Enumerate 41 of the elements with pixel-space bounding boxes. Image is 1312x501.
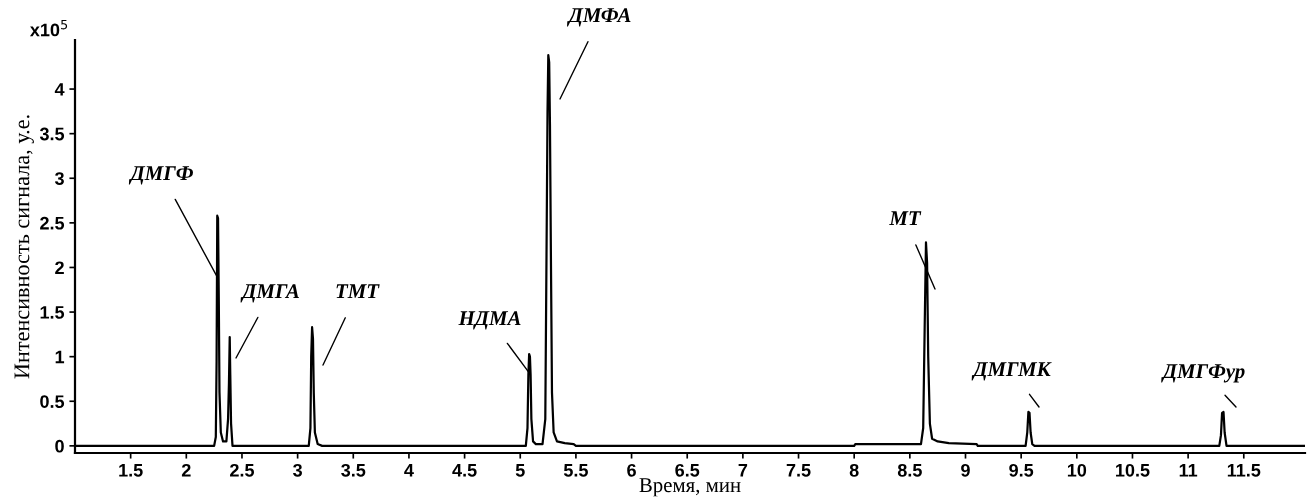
y-tick-label: 3 [54,172,64,186]
y-tick-label: 1.5 [40,306,65,319]
x-axis-title: Время, мин [639,478,741,497]
x-tick-label: 3.5 [341,463,366,477]
annotation: ДМГФур [1161,364,1245,383]
annotation: ДМГМК [971,362,1052,381]
annotation: ДМГА [240,284,299,303]
x-tick-label: 4 [404,464,414,477]
x-tick-label: 6 [627,463,636,477]
x-tick-label: 8 [849,463,859,477]
y-tick-label: 0 [55,439,64,453]
x-tick-label: 8.5 [897,463,922,477]
x-tick-label: 10.5 [1116,463,1150,477]
annotation: ДМГФ [128,166,193,185]
y-tick-label: 2 [55,261,64,274]
y-tick-label: 3.5 [39,127,65,141]
x-tick-label: 6.5 [675,463,700,477]
annotation: МТ [889,211,922,226]
x-tick-label: 7 [738,464,748,477]
text: x10$^{5}$ [29,20,68,37]
x-tick-label: 7.5 [786,464,811,477]
y-tick-label: 0.5 [40,395,65,408]
x-tick-label: 2.5 [230,463,255,477]
x-tick-label: 10 [1067,463,1087,477]
y-tick-label: 4 [54,83,65,96]
y-axis-title: Интенсивность сигнала, у.е. [14,115,34,379]
x-tick-label: 9.5 [1009,463,1034,477]
x-tick-label: 11.5 [1227,464,1261,477]
x-tick-label: 11 [1179,464,1198,477]
x-tick-label: 4.5 [452,464,477,477]
annotation: НДМА [458,311,521,330]
y-tick-label: 1 [55,350,65,364]
x-tick-label: 2 [181,463,191,477]
x-tick-label: 9 [961,463,970,477]
annotation: ТМТ [336,284,380,299]
x-tick-label: 5 [515,464,525,477]
x-tick-label: 5.5 [563,464,588,477]
text: ДМФА [567,8,631,27]
y-tick-label: 2.5 [40,216,65,230]
x-tick-label: 3 [293,463,302,477]
x-tick-label: 1.5 [119,464,143,477]
